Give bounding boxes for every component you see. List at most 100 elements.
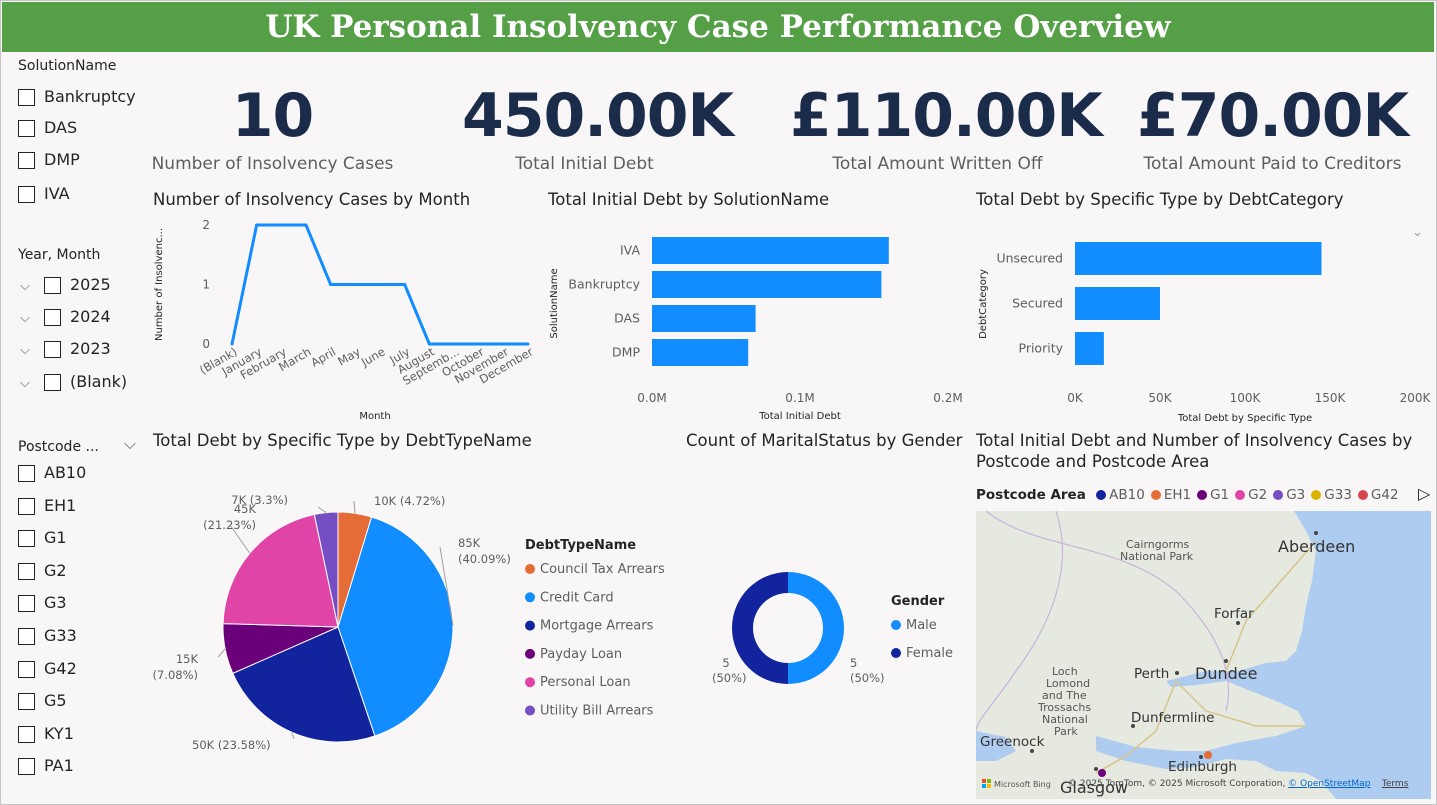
checkbox[interactable] xyxy=(18,186,35,203)
map-legend-item-g3[interactable]: G3 xyxy=(1273,487,1305,503)
line-point[interactable] xyxy=(279,223,283,227)
chevron-down-icon[interactable]: ⌵ xyxy=(20,376,30,391)
map-label-cairngorms-2: National Park xyxy=(1120,550,1194,563)
category-bar-chart[interactable]: 0K 50K 100K 150K 200K Unsecured Secured Priorit… xyxy=(972,212,1434,424)
line-point[interactable] xyxy=(403,283,407,286)
checkbox[interactable] xyxy=(18,152,35,169)
map-legend-item-g33[interactable]: G33 xyxy=(1311,487,1352,503)
checkbox[interactable] xyxy=(18,725,35,743)
openstreetmap-link[interactable]: © OpenStreetMap xyxy=(1288,779,1371,789)
line-point[interactable] xyxy=(427,342,431,346)
bar-unsecured[interactable] xyxy=(1075,242,1322,275)
slicer-item-postcode-pa1[interactable]: PA1 xyxy=(18,756,74,776)
slicer-item-2024[interactable]: ⌵ 2024 xyxy=(20,307,111,326)
checkbox[interactable] xyxy=(18,497,35,515)
line-point[interactable] xyxy=(304,223,308,227)
slicer-item-postcode-g42[interactable]: G42 xyxy=(18,659,77,678)
slicer-item-postcode-g1[interactable]: G1 xyxy=(18,528,67,548)
category-label: Bankruptcy xyxy=(568,277,640,292)
checkbox[interactable] xyxy=(18,465,35,482)
road xyxy=(1225,540,1317,672)
donut-slice-female[interactable] xyxy=(731,572,788,684)
legend-item[interactable]: Male xyxy=(906,618,937,633)
slicer-item-iva[interactable]: IVA xyxy=(18,184,70,203)
bar-iva[interactable] xyxy=(652,237,889,264)
slicer-item-blank[interactable]: ⌵ (Blank) xyxy=(20,372,127,391)
legend-item[interactable]: Credit Card xyxy=(540,590,614,605)
map-bubble-eh1[interactable] xyxy=(1204,751,1212,759)
expand-icon[interactable]: ⌄ xyxy=(1412,225,1423,240)
checkbox[interactable] xyxy=(18,693,35,711)
map-legend-item-g1[interactable]: G1 xyxy=(1197,487,1229,503)
chevron-down-icon[interactable]: ⌵ xyxy=(20,279,30,294)
slicer-item-2023[interactable]: ⌵ 2023 xyxy=(20,339,111,358)
checkbox[interactable] xyxy=(18,530,35,548)
x-tick-label: 0.1M xyxy=(785,391,814,405)
pie-chart[interactable]: 10K (4.72%) 85K (40.09%) 50K (23.58%) 15K (7.… xyxy=(148,455,678,800)
legend-next-arrow-icon[interactable]: ▷ xyxy=(1418,484,1431,503)
line-point[interactable] xyxy=(452,342,456,346)
chevron-down-icon[interactable]: ⌵ xyxy=(20,343,30,358)
line-point[interactable] xyxy=(526,342,530,346)
line-point[interactable] xyxy=(501,342,505,346)
chevron-down-icon[interactable]: ⌵ xyxy=(123,434,136,453)
x-tick-label: 0K xyxy=(1067,391,1084,405)
slicer-item-dmp[interactable]: DMP xyxy=(18,150,80,169)
bar-das[interactable] xyxy=(652,305,756,332)
legend-item[interactable]: Council Tax Arrears xyxy=(540,562,665,577)
chevron-down-icon[interactable]: ⌵ xyxy=(20,311,30,326)
map-legend-item-eh1[interactable]: EH1 xyxy=(1150,487,1191,503)
map-visual[interactable]: Cairngorms National Park Aberdeen Forfar… xyxy=(976,511,1431,799)
bar-priority[interactable] xyxy=(1075,332,1104,365)
line-point[interactable] xyxy=(378,283,382,286)
slicer-item-2025[interactable]: ⌵ 2025 xyxy=(20,275,111,294)
checkbox[interactable] xyxy=(18,595,35,613)
slicer-item-postcode-g3[interactable]: G3 xyxy=(18,593,67,613)
checkbox[interactable] xyxy=(44,309,61,326)
slicer-item-postcode-ab10[interactable]: AB10 xyxy=(18,463,86,482)
legend-item[interactable]: Mortgage Arrears xyxy=(540,619,654,634)
checkbox[interactable] xyxy=(18,660,35,678)
legend-item[interactable]: Utility Bill Arrears xyxy=(540,704,654,719)
year-slicer: Year, Month xyxy=(18,247,100,263)
donut-slice-male[interactable] xyxy=(788,572,845,684)
checkbox[interactable] xyxy=(18,89,35,106)
legend-item[interactable]: Payday Loan xyxy=(540,647,622,662)
bar-bankruptcy[interactable] xyxy=(652,271,882,298)
kpi-card-paid-creditors: £70.00K Total Amount Paid to Creditors xyxy=(1125,86,1420,174)
slicer-item-das[interactable]: DAS xyxy=(18,118,77,137)
checkbox[interactable] xyxy=(44,374,61,391)
checkbox[interactable] xyxy=(18,758,35,776)
line-point[interactable] xyxy=(353,283,357,286)
slicer-item-postcode-eh1[interactable]: EH1 xyxy=(18,496,76,515)
bar-secured[interactable] xyxy=(1075,287,1160,320)
slicer-item-postcode-g2[interactable]: G2 xyxy=(18,561,67,580)
slicer-item-postcode-g33[interactable]: G33 xyxy=(18,626,77,645)
checkbox[interactable] xyxy=(44,341,61,358)
checkbox[interactable] xyxy=(18,562,35,580)
line-point[interactable] xyxy=(255,223,259,227)
legend-item[interactable]: Female xyxy=(906,646,953,661)
legend-item[interactable]: Personal Loan xyxy=(540,675,631,690)
line-point[interactable] xyxy=(477,342,481,346)
bar-dmp[interactable] xyxy=(652,339,749,366)
kpi-label: Total Initial Debt xyxy=(515,154,654,174)
line-point[interactable] xyxy=(329,283,333,286)
checkbox[interactable] xyxy=(18,120,35,137)
line-point[interactable] xyxy=(230,342,234,346)
terms-link[interactable]: Terms xyxy=(1381,779,1409,789)
map-legend-item-ab10[interactable]: AB10 xyxy=(1096,487,1145,503)
solution-bar-chart[interactable]: 0.0M 0.1M 0.2M IVA Bankruptcy DAS DMP Total Ini… xyxy=(545,212,965,424)
map-label-loch: National xyxy=(1042,713,1088,726)
slicer-item-postcode-ky1[interactable]: KY1 xyxy=(18,724,74,743)
slicer-item-bankruptcy[interactable]: Bankruptcy xyxy=(18,87,136,106)
map-legend-item-g2[interactable]: G2 xyxy=(1235,487,1267,503)
checkbox[interactable] xyxy=(44,277,61,294)
map-bubble-g1[interactable] xyxy=(1098,769,1106,777)
checkbox[interactable] xyxy=(18,628,35,645)
map-legend-item-g42[interactable]: G42 xyxy=(1357,487,1399,503)
slicer-item-postcode-g5[interactable]: G5 xyxy=(18,691,67,711)
slicer-item-label: IVA xyxy=(44,184,70,203)
